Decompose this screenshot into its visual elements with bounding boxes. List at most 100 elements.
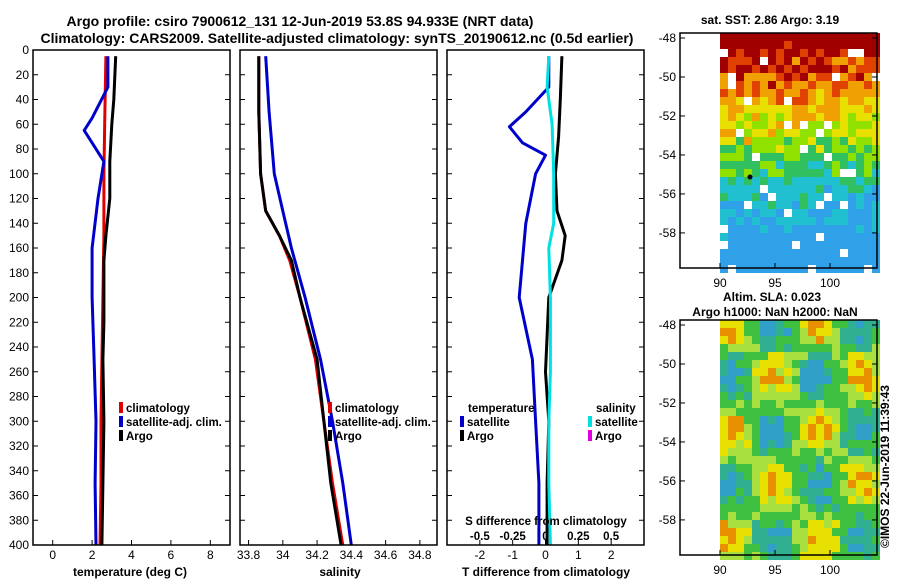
sla-cell	[840, 432, 848, 440]
sla-cell	[768, 464, 776, 472]
sla-cell	[728, 416, 736, 424]
sla-cell	[744, 352, 752, 360]
sla-cell	[752, 544, 760, 552]
sla-cell	[800, 520, 808, 528]
sst-cell	[824, 49, 832, 57]
sla-cell	[832, 496, 840, 504]
sla-cell	[744, 360, 752, 368]
sla-cell	[792, 376, 800, 384]
sla-cell	[872, 544, 880, 552]
sst-cell	[816, 153, 824, 161]
sla-cell	[784, 480, 792, 488]
sla-cell	[760, 368, 768, 376]
sst-cell	[824, 249, 832, 257]
sla-cell	[824, 456, 832, 464]
argo-float-marker-sst	[747, 174, 753, 180]
sla-cell	[776, 320, 784, 328]
sst-cell	[792, 265, 800, 273]
sla-cell	[736, 448, 744, 456]
sst-cell	[760, 185, 768, 193]
sla-cell	[768, 440, 776, 448]
sst-cell	[832, 49, 840, 57]
sla-cell	[800, 344, 808, 352]
difference-top-label: S difference from climatology	[465, 516, 627, 528]
sst-cell	[816, 161, 824, 169]
sla-cell	[792, 416, 800, 424]
ytick-label: 400	[9, 538, 29, 552]
sst-cell	[728, 177, 736, 185]
sla-cell	[720, 544, 728, 552]
sst-cell	[752, 145, 760, 153]
sst-cell	[824, 65, 832, 73]
sla-cell	[784, 416, 792, 424]
sla-cell	[840, 448, 848, 456]
sla-cell	[816, 424, 824, 432]
series-line-satellite-adj-clim-	[264, 56, 353, 546]
sst-cell	[816, 169, 824, 177]
sla-cell	[872, 448, 880, 456]
sst-cell	[736, 89, 744, 97]
sla-cell	[816, 400, 824, 408]
sst-cell	[856, 193, 864, 201]
sst-cell	[808, 33, 816, 41]
sst-cell	[760, 121, 768, 129]
sst-cell	[832, 169, 840, 177]
sla-cell	[760, 544, 768, 552]
sla-cell	[872, 512, 880, 520]
sst-cell	[784, 137, 792, 145]
sst-cell	[864, 161, 872, 169]
sst-cell	[856, 241, 864, 249]
sst-cell	[832, 97, 840, 105]
sst-cell	[872, 225, 880, 233]
sst-cell	[840, 185, 848, 193]
sst-cell	[824, 89, 832, 97]
sst-cell	[752, 113, 760, 121]
sst-cell	[736, 233, 744, 241]
sla-cell	[856, 384, 864, 392]
sst-cell	[760, 65, 768, 73]
sla-cell	[808, 448, 816, 456]
sla-cell	[720, 424, 728, 432]
sst-cell	[776, 193, 784, 201]
sst-cell	[808, 121, 816, 129]
sla-cell	[816, 408, 824, 416]
sst-cell	[864, 49, 872, 57]
sst-cell	[776, 49, 784, 57]
sst-cell	[832, 105, 840, 113]
sst-cell	[720, 145, 728, 153]
sla-cell	[832, 384, 840, 392]
sla-cell	[856, 552, 864, 560]
sst-cell	[728, 153, 736, 161]
sla-cell	[864, 376, 872, 384]
sst-cell	[760, 105, 768, 113]
sla-cell	[808, 544, 816, 552]
sla-cell	[856, 536, 864, 544]
sla-cell	[816, 528, 824, 536]
sla-cell	[832, 504, 840, 512]
sst-cell	[800, 129, 808, 137]
sst-cell	[736, 73, 744, 81]
sla-cell	[744, 368, 752, 376]
sst-cell	[856, 249, 864, 257]
sla-cell	[840, 496, 848, 504]
sst-cell	[808, 249, 816, 257]
sst-cell	[840, 153, 848, 161]
sst-cell	[728, 145, 736, 153]
sla-cell	[784, 392, 792, 400]
sla-cell	[784, 448, 792, 456]
sst-cell	[768, 73, 776, 81]
sla-cell	[744, 432, 752, 440]
sla-cell	[720, 352, 728, 360]
sla-cell	[848, 472, 856, 480]
sst-cell	[848, 161, 856, 169]
sla-cell	[816, 376, 824, 384]
sla-cell	[840, 528, 848, 536]
sst-cell	[720, 113, 728, 121]
sst-cell	[792, 153, 800, 161]
sst-cell	[728, 225, 736, 233]
sst-cell	[872, 217, 880, 225]
sla-cell	[752, 368, 760, 376]
sla-cell	[832, 376, 840, 384]
sst-cell	[856, 137, 864, 145]
sla-cell	[768, 544, 776, 552]
